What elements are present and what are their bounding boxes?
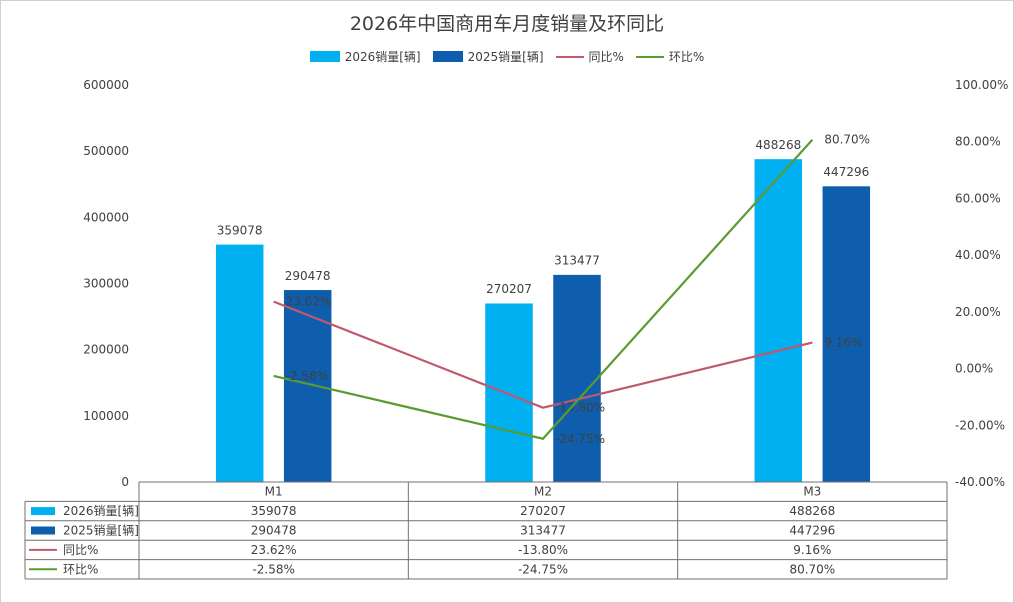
legend-swatch-2	[555, 55, 584, 58]
chart-legend: 2026销量[辆] 2025销量[辆] 同比% 环比%	[1, 48, 1013, 65]
table-cell: 447296	[789, 524, 835, 538]
chart-title: 2026年中国商用车月度销量及环同比	[349, 13, 665, 35]
legend-item-2: 同比%	[555, 48, 624, 65]
table-cell: 488268	[789, 504, 835, 518]
bar-2026-M1	[215, 244, 264, 483]
legend-swatch-1	[432, 51, 463, 62]
line-data-label: -13.80%	[555, 401, 605, 415]
table-cell: -2.58%	[252, 562, 294, 576]
table-row-label: 同比%	[63, 543, 98, 557]
table-cell: 80.70%	[789, 562, 835, 576]
x-tick-label: M2	[534, 485, 552, 499]
y-right-tick-label: 80.00%	[955, 135, 1001, 149]
y-left-tick-label: 500000	[83, 144, 129, 158]
legend-item-0: 2026销量[辆]	[309, 48, 421, 65]
table-legend-key	[31, 507, 55, 516]
table-legend-key	[31, 526, 55, 535]
y-left-tick-label: 300000	[83, 277, 129, 291]
bar-2025-M2	[552, 274, 602, 483]
y-left-tick-label: 200000	[83, 343, 129, 357]
y-right-tick-label: -40.00%	[955, 475, 1005, 489]
y-left-tick-label: 100000	[83, 409, 129, 423]
legend-item-3: 环比%	[635, 48, 705, 65]
table-cell: 270207	[520, 504, 566, 518]
bar-data-label: 270207	[486, 282, 532, 296]
bar-data-label: 290478	[285, 269, 331, 283]
legend-item-1: 2025销量[辆]	[432, 48, 544, 65]
y-left-tick-label: 0	[121, 475, 129, 489]
legend-swatch-3	[635, 55, 664, 58]
table-cell: 290478	[251, 524, 297, 538]
line-data-label: 80.70%	[824, 133, 870, 147]
y-right-tick-label: 40.00%	[955, 248, 1001, 262]
table-row-label: 环比%	[63, 562, 98, 576]
line-data-label: 9.16%	[824, 336, 862, 350]
table-cell: -24.75%	[518, 562, 568, 576]
y-right-tick-label: 20.00%	[955, 305, 1001, 319]
line-series-1	[273, 138, 814, 440]
legend-label-3: 环比%	[668, 50, 705, 64]
line-series-0	[273, 300, 813, 409]
table-cell: 23.62%	[251, 543, 297, 557]
legend-label-2: 同比%	[588, 50, 624, 64]
bar-data-label: 488268	[755, 138, 801, 152]
line-data-label: -24.75%	[555, 432, 605, 446]
y-right-tick-label: -20.00%	[955, 418, 1005, 432]
table-cell: 359078	[251, 504, 297, 518]
y-right-tick-label: 100.00%	[955, 78, 1008, 92]
bar-2025-M3	[822, 185, 871, 483]
table-cell: 9.16%	[793, 543, 831, 557]
bar-2026-M3	[754, 158, 803, 483]
y-left-tick-label: 400000	[83, 210, 129, 224]
table-row-label: 2026销量[辆]	[63, 504, 139, 518]
table-cell: 313477	[520, 524, 566, 538]
x-tick-label: M3	[803, 485, 821, 499]
y-right-tick-label: 0.00%	[955, 362, 993, 376]
bar-data-label: 313477	[554, 254, 600, 268]
line-data-label: -2.58%	[286, 369, 328, 383]
bar-data-label: 447296	[823, 165, 869, 179]
y-left-tick-label: 600000	[83, 78, 129, 92]
bar-2025-M1	[283, 289, 332, 483]
line-data-label: 23.62%	[286, 295, 332, 309]
table-cell: -13.80%	[518, 543, 568, 557]
legend-swatch-0	[309, 51, 340, 62]
x-tick-label: M1	[265, 485, 283, 499]
bar-2026-M2	[484, 302, 534, 483]
legend-label-1: 2025销量[辆]	[467, 50, 544, 64]
bar-data-label: 359078	[217, 223, 263, 237]
table-row-label: 2025销量[辆]	[63, 524, 139, 538]
y-right-tick-label: 60.00%	[955, 191, 1001, 205]
legend-label-0: 2026销量[辆]	[344, 50, 421, 64]
